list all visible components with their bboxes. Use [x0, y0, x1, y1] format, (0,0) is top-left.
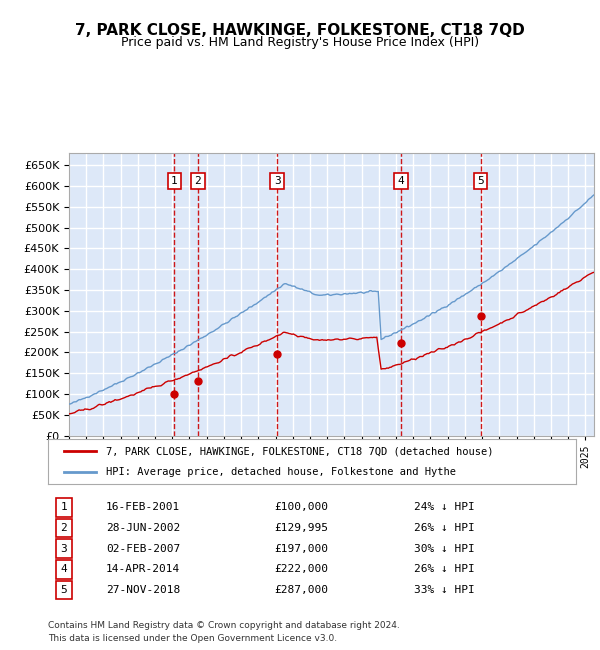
Text: Price paid vs. HM Land Registry's House Price Index (HPI): Price paid vs. HM Land Registry's House … — [121, 36, 479, 49]
Text: HPI: Average price, detached house, Folkestone and Hythe: HPI: Average price, detached house, Folk… — [106, 467, 456, 476]
Text: 4: 4 — [61, 564, 67, 575]
Text: 30% ↓ HPI: 30% ↓ HPI — [413, 543, 475, 554]
Text: This data is licensed under the Open Government Licence v3.0.: This data is licensed under the Open Gov… — [48, 634, 337, 643]
Text: 7, PARK CLOSE, HAWKINGE, FOLKESTONE, CT18 7QD (detached house): 7, PARK CLOSE, HAWKINGE, FOLKESTONE, CT1… — [106, 447, 494, 456]
Text: 2: 2 — [61, 523, 67, 533]
Text: 16-FEB-2001: 16-FEB-2001 — [106, 502, 180, 512]
Text: 3: 3 — [274, 176, 280, 186]
Text: 5: 5 — [61, 585, 67, 595]
Text: 4: 4 — [398, 176, 404, 186]
Text: 02-FEB-2007: 02-FEB-2007 — [106, 543, 180, 554]
Text: £197,000: £197,000 — [274, 543, 328, 554]
Text: 5: 5 — [477, 176, 484, 186]
Text: 27-NOV-2018: 27-NOV-2018 — [106, 585, 180, 595]
Text: Contains HM Land Registry data © Crown copyright and database right 2024.: Contains HM Land Registry data © Crown c… — [48, 621, 400, 630]
Text: 26% ↓ HPI: 26% ↓ HPI — [413, 564, 475, 575]
Text: 24% ↓ HPI: 24% ↓ HPI — [413, 502, 475, 512]
Text: 1: 1 — [61, 502, 67, 512]
Text: £100,000: £100,000 — [274, 502, 328, 512]
Text: £287,000: £287,000 — [274, 585, 328, 595]
Text: 1: 1 — [171, 176, 178, 186]
Text: 14-APR-2014: 14-APR-2014 — [106, 564, 180, 575]
Text: 2: 2 — [194, 176, 202, 186]
Text: 3: 3 — [61, 543, 67, 554]
Text: 26% ↓ HPI: 26% ↓ HPI — [413, 523, 475, 533]
Text: 7, PARK CLOSE, HAWKINGE, FOLKESTONE, CT18 7QD: 7, PARK CLOSE, HAWKINGE, FOLKESTONE, CT1… — [75, 23, 525, 38]
Text: 28-JUN-2002: 28-JUN-2002 — [106, 523, 180, 533]
Text: 33% ↓ HPI: 33% ↓ HPI — [413, 585, 475, 595]
Text: £129,995: £129,995 — [274, 523, 328, 533]
Text: £222,000: £222,000 — [274, 564, 328, 575]
